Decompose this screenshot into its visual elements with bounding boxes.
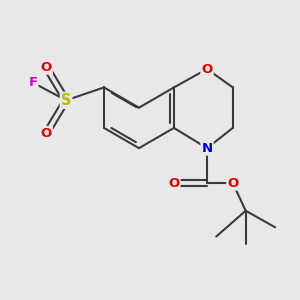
Text: O: O [40, 127, 52, 140]
Text: S: S [61, 93, 71, 108]
Text: N: N [202, 142, 213, 155]
Text: O: O [168, 177, 179, 190]
Text: F: F [28, 76, 38, 89]
Text: O: O [227, 177, 238, 190]
Text: O: O [201, 62, 213, 76]
Text: O: O [40, 61, 52, 74]
